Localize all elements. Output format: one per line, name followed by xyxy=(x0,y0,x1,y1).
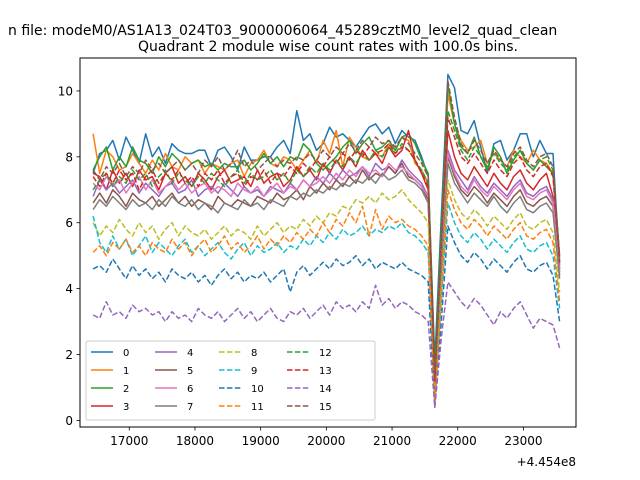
legend-label-3: 3 xyxy=(123,402,129,413)
legend-label-5: 5 xyxy=(187,366,193,377)
series-line-7 xyxy=(92,162,561,399)
series-line-4 xyxy=(92,149,561,389)
x-axis: 17000 18000 19000 20000 21000 22000 23000 xyxy=(110,427,543,448)
x-tick-label: 23000 xyxy=(504,434,542,448)
legend-label-10: 10 xyxy=(251,384,264,395)
x-tick-label: 18000 xyxy=(176,434,214,448)
legend-label-2: 2 xyxy=(123,384,129,395)
legend-label-0: 0 xyxy=(123,348,129,359)
y-tick-label: 6 xyxy=(65,216,73,230)
series-lines xyxy=(92,73,561,408)
series-line-1 xyxy=(92,93,561,376)
legend-label-6: 6 xyxy=(187,384,193,395)
legend-label-14: 14 xyxy=(319,384,332,395)
series-line-12 xyxy=(92,109,561,379)
legend-label-12: 12 xyxy=(319,348,332,359)
legend-label-8: 8 xyxy=(251,348,257,359)
legend-label-15: 15 xyxy=(319,402,332,413)
series-line-5 xyxy=(92,156,561,395)
series-line-11 xyxy=(92,189,561,405)
series-line-6 xyxy=(92,152,561,392)
legend-label-11: 11 xyxy=(251,402,264,413)
y-tick-label: 0 xyxy=(65,414,73,428)
x-offset-label: +4.454e8 xyxy=(517,455,576,469)
x-tick-label: 22000 xyxy=(439,434,477,448)
legend-label-13: 13 xyxy=(319,366,332,377)
figure-suptitle: n file: modeM0/AS1A13_024T03_9000006064_… xyxy=(8,23,557,39)
x-tick-label: 21000 xyxy=(373,434,411,448)
series-line-9 xyxy=(92,202,561,405)
plot-frame xyxy=(79,57,577,428)
y-tick-label: 4 xyxy=(65,282,73,296)
series-line-8 xyxy=(92,179,561,402)
series-line-13 xyxy=(92,116,561,382)
series-line-15 xyxy=(92,80,561,379)
legend-frame xyxy=(85,340,376,421)
chart-title: Quadrant 2 module wise count rates with … xyxy=(138,39,518,55)
x-tick-label: 19000 xyxy=(242,434,280,448)
x-tick-label: 20000 xyxy=(307,434,345,448)
series-line-10 xyxy=(92,225,561,408)
series-line-2 xyxy=(92,83,561,372)
y-tick-label: 10 xyxy=(58,84,73,98)
legend-label-4: 4 xyxy=(187,348,193,359)
legend-label-9: 9 xyxy=(251,366,257,377)
y-tick-label: 8 xyxy=(65,150,73,164)
x-tick-label: 17000 xyxy=(110,434,148,448)
series-line-14 xyxy=(92,281,561,408)
y-tick-label: 2 xyxy=(65,348,73,362)
legend-label-1: 1 xyxy=(123,366,129,377)
legend-label-7: 7 xyxy=(187,402,193,413)
y-axis: 0 2 4 6 8 10 xyxy=(58,84,80,428)
